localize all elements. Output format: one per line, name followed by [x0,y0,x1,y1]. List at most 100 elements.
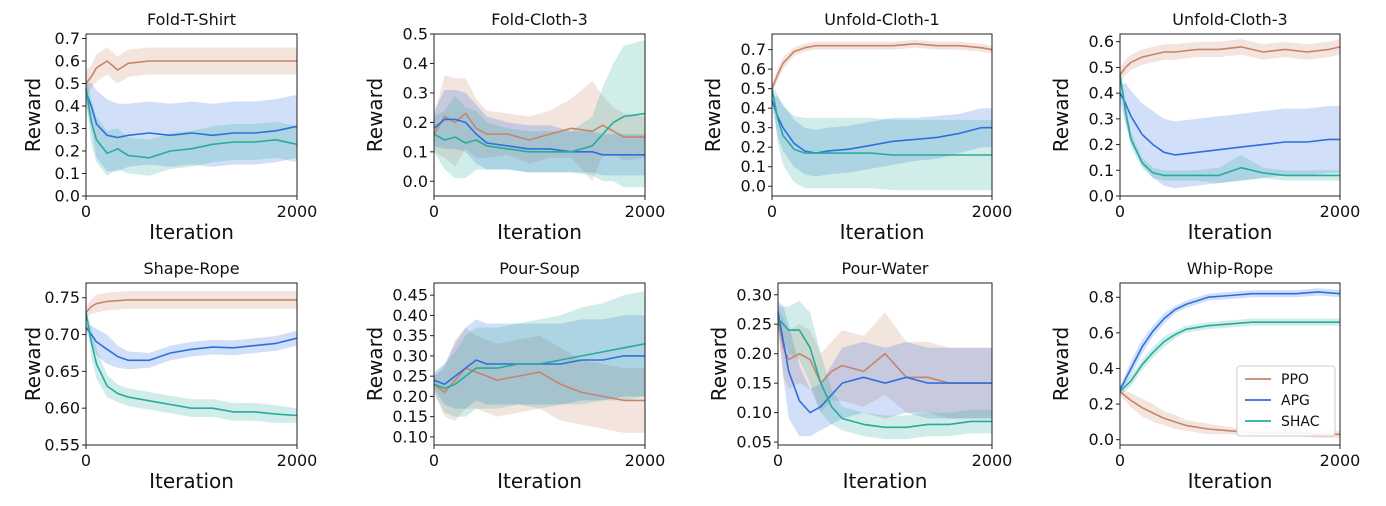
lines [433,112,646,156]
bands [1120,288,1340,438]
y-tick-label: 0.25 [736,315,772,334]
panel-fold-t-shirt: 0.0 0.1 0.2 0.3 0.4 0.5 0.6 0.7 0 2000 Fold-T-Shir… [21,10,317,244]
y-tick-label: 0.20 [392,387,428,406]
panel-pour-water: 0.05 0.10 0.15 0.20 0.25 0.30 0 2000 Pour-Water I… [707,259,1012,493]
y-axis-label: Reward [21,78,45,152]
panel-pour-soup: 0.100.150.200.25 0.300.350.400.45 0 2000 Pou… [363,259,665,493]
series-line-apg [433,355,645,386]
band-shac [86,308,297,423]
x-tick-label: 0 [767,202,777,221]
y-tick-label: 0.55 [44,436,80,455]
series-line-ppo [85,60,297,84]
plot-frame [1119,33,1341,197]
y-tick-label: 0.3 [741,118,766,137]
y-tick-label: 0.4 [403,54,428,73]
series-line-ppo [1119,46,1341,76]
band-shac [772,84,992,191]
y-tick-label: 0.1 [1089,161,1114,180]
chart-title: Pour-Soup [499,259,580,278]
y-tick-label: 0.0 [403,172,428,191]
x-axis-label: Iteration [1188,220,1273,244]
panel-fold-cloth-3: 0.0 0.1 0.2 0.3 0.4 0.5 0 2000 Fold-Cloth-3 Itera… [363,10,665,244]
y-axis-label: Reward [363,78,387,152]
y-tick-label: 0.1 [741,157,766,176]
bands [434,291,645,433]
bands [434,39,645,188]
y-tick-label: 0.0 [55,187,80,206]
y-tick-label: 0.3 [403,83,428,102]
y-tick-label: 0.05 [736,433,772,452]
x-axis-label: Iteration [149,469,234,493]
band-apg [772,96,992,177]
band-shac [1120,318,1340,396]
x-tick-label: 0 [1115,451,1125,470]
y-tick-label: 0.4 [55,97,80,116]
y-tick-label: 0.35 [392,326,428,345]
band-ppo [86,47,297,97]
x-tick-label: 2000 [1320,202,1361,221]
x-tick-label: 0 [773,451,783,470]
band-ppo [86,291,297,319]
chart-title: Shape-Rope [143,259,239,278]
lines [771,42,993,156]
series-line-apg [777,312,992,414]
band-shac [434,39,645,188]
series-line-ppo [771,42,993,89]
series-line-ppo [433,367,645,402]
y-tick-label: 0.5 [403,25,428,44]
series-line-shac [433,112,646,153]
series-line-ppo [777,318,992,384]
x-axis-label: Iteration [497,469,582,493]
plot-frame [433,33,646,197]
y-axis-label: Reward [1049,78,1073,152]
y-tick-label: 0.1 [403,142,428,161]
series-line-apg [1119,291,1341,391]
panel-whip-rope: 0.0 0.2 0.4 0.6 0.8 0 2000 Whip-Rope Iteration Re… [1049,259,1360,493]
bands [772,39,992,191]
series-line-apg [85,326,298,362]
y-tick-label: 0.6 [741,60,766,79]
x-tick-label: 0 [81,451,91,470]
series-line-shac [1119,74,1340,177]
x-tick-label: 0 [1115,202,1125,221]
x-tick-label: 2000 [1320,451,1361,470]
band-apg [778,300,992,437]
x-tick-label: 2000 [972,451,1013,470]
x-tick-label: 0 [429,202,439,221]
x-tick-label: 2000 [277,451,318,470]
y-tick-label: 0.3 [1089,109,1114,128]
y-tick-label: 0.6 [55,52,80,71]
y-tick-label: 0.15 [392,407,428,426]
series-line-ppo [85,299,297,314]
y-tick-label: 0.4 [741,99,766,118]
plot-frame [433,282,646,446]
lines [433,343,646,402]
y-tick-label: 0.4 [1089,359,1114,378]
y-axis-label: Reward [701,78,725,152]
band-shac [434,291,645,417]
y-tick-label: 0.2 [1089,135,1114,154]
series-line-shac [1119,321,1340,393]
y-tick-label: 0.30 [392,346,428,365]
chart-title: Fold-Cloth-3 [491,10,588,29]
plot-frame [85,282,298,446]
y-tick-label: 0.30 [736,285,772,304]
band-ppo [1120,39,1340,83]
series-line-shac [771,88,992,156]
series-line-shac [433,343,646,390]
y-tick-label: 0.25 [392,367,428,386]
series-line-ppo [433,112,645,141]
x-axis-label: Iteration [1188,469,1273,493]
series-line-shac [85,87,298,159]
y-tick-label: 0.6 [1089,32,1114,51]
chart-title: Fold-T-Shirt [147,10,236,29]
y-tick-label: 0.2 [403,113,428,132]
band-shac [86,76,297,176]
y-tick-label: 0.8 [1089,288,1114,307]
chart-title: Pour-Water [842,259,929,278]
legend: PPO APG SHAC [1236,365,1336,437]
y-tick-label: 0.5 [741,79,766,98]
lines [777,312,992,429]
y-tick-label: 0.3 [55,119,80,138]
band-ppo [434,327,645,433]
